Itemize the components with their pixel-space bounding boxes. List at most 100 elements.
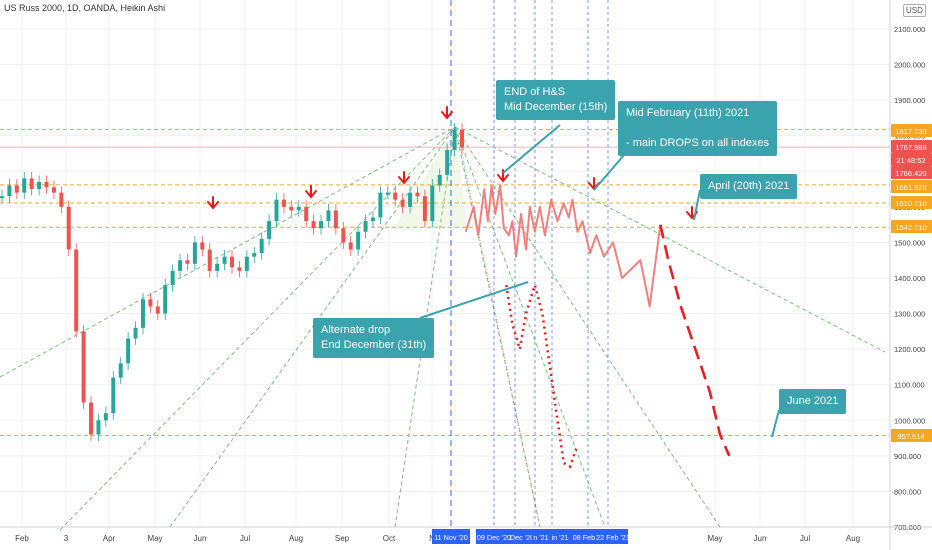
candle-body	[200, 242, 205, 250]
candle-body	[460, 129, 464, 148]
date-label: 11 Nov '20	[434, 533, 468, 542]
x-tick-label: 3	[64, 534, 69, 543]
x-tick-label: Jun	[754, 534, 767, 543]
callout-pointer	[693, 189, 701, 221]
candle-body	[22, 178, 27, 193]
trend-guide-line	[454, 126, 886, 353]
x-tick-label: May	[707, 534, 722, 543]
candle-body	[445, 149, 450, 175]
x-tick-label: May	[147, 534, 162, 543]
candle-body	[0, 196, 4, 199]
down-arrow-icon	[441, 106, 453, 120]
candle-body	[289, 206, 294, 211]
candle-body	[452, 129, 457, 150]
x-tick-label: Aug	[846, 534, 860, 543]
candle-body	[230, 256, 234, 268]
candle-body	[51, 187, 56, 193]
price-label: 1817.730	[895, 127, 926, 136]
y-tick-label: 1300.000	[894, 310, 925, 319]
currency-button[interactable]: USD	[903, 4, 926, 17]
callout-alternate-drop: Alternate drop End December (31th)	[313, 318, 435, 358]
trend-guide-line	[454, 126, 606, 528]
price-label-box	[891, 124, 932, 137]
callout-mid-february: Mid February (11th) 2021 - main DROPS on…	[618, 101, 778, 156]
date-label: in '21	[552, 533, 569, 542]
candle-body	[267, 221, 272, 239]
candle-body	[66, 206, 71, 250]
down-arrow-icon	[398, 171, 410, 185]
candle-body	[148, 299, 153, 307]
y-tick-label: 1000.000	[894, 416, 925, 425]
date-label: 08 Feb	[573, 533, 595, 542]
candle-body	[126, 338, 131, 364]
candle-body	[192, 242, 197, 264]
date-label: n '21	[533, 533, 548, 542]
candle-body	[393, 192, 398, 200]
x-tick-label: Jul	[800, 534, 810, 543]
candle-body	[319, 221, 324, 229]
y-tick-label: 2000.000	[894, 61, 925, 70]
price-label: 21:48:52	[896, 156, 925, 165]
candle-body	[37, 181, 42, 190]
date-label-box	[550, 529, 570, 544]
candle-body	[252, 253, 257, 257]
trend-guide-line	[394, 126, 456, 528]
projection-path	[464, 184, 662, 308]
candle-body	[400, 199, 405, 207]
candle-body	[59, 192, 64, 207]
price-label-box	[891, 166, 932, 179]
candle-body	[14, 185, 19, 193]
down-arrow-icon	[207, 196, 219, 210]
candle-body	[215, 263, 220, 271]
candle-body	[185, 260, 190, 264]
y-tick-label: 1200.000	[894, 345, 925, 354]
y-tick-label: 800.000	[894, 487, 921, 496]
candle-body	[7, 185, 12, 197]
candle-body	[163, 285, 168, 314]
candle-body	[103, 413, 108, 421]
date-label-box	[570, 529, 598, 544]
trend-guide-line	[454, 126, 721, 528]
down-arrow-icon	[305, 185, 317, 199]
price-label-box	[891, 180, 932, 193]
candle-body	[304, 206, 309, 222]
x-tick-label: Feb	[15, 534, 29, 543]
y-tick-label: 1400.000	[894, 274, 925, 283]
candle-body	[74, 249, 79, 332]
candle-body	[178, 260, 183, 271]
candle-body	[237, 267, 242, 271]
price-label-box	[891, 140, 932, 153]
date-label: 22 Feb '21	[596, 533, 630, 542]
price-label-box	[891, 429, 932, 442]
x-tick-label: Apr	[103, 534, 116, 543]
date-label-box	[476, 529, 512, 544]
candle-body	[170, 270, 175, 286]
candle-body	[415, 192, 420, 197]
candle-body	[385, 192, 390, 195]
june-target-path	[659, 224, 731, 457]
callout-april: April (20th) 2021	[700, 174, 798, 199]
price-label: 1767.988	[895, 143, 926, 152]
date-label: Dec '20	[510, 533, 534, 542]
price-label-box	[891, 220, 932, 233]
candle-body	[281, 199, 286, 207]
candle-body	[155, 306, 160, 314]
candle-body	[408, 192, 413, 207]
x-tick-label: Oct	[383, 534, 396, 543]
y-tick-label: 2100.000	[894, 25, 925, 34]
price-label-box	[891, 153, 932, 166]
candle-body	[207, 249, 212, 271]
candle-body	[259, 238, 264, 254]
candle-body	[44, 181, 49, 188]
candle-body	[430, 185, 435, 222]
candle-body	[437, 174, 442, 186]
chart-title: US Russ 2000, 1D, OANDA, Heikin Ashi	[4, 3, 166, 13]
x-tick-label: Jul	[240, 534, 250, 543]
candle-body	[378, 192, 383, 218]
candle-body	[89, 402, 94, 435]
callout-pointer	[771, 409, 780, 438]
candle-body	[356, 231, 361, 250]
candle-body	[96, 420, 101, 435]
candle-body	[29, 178, 34, 190]
